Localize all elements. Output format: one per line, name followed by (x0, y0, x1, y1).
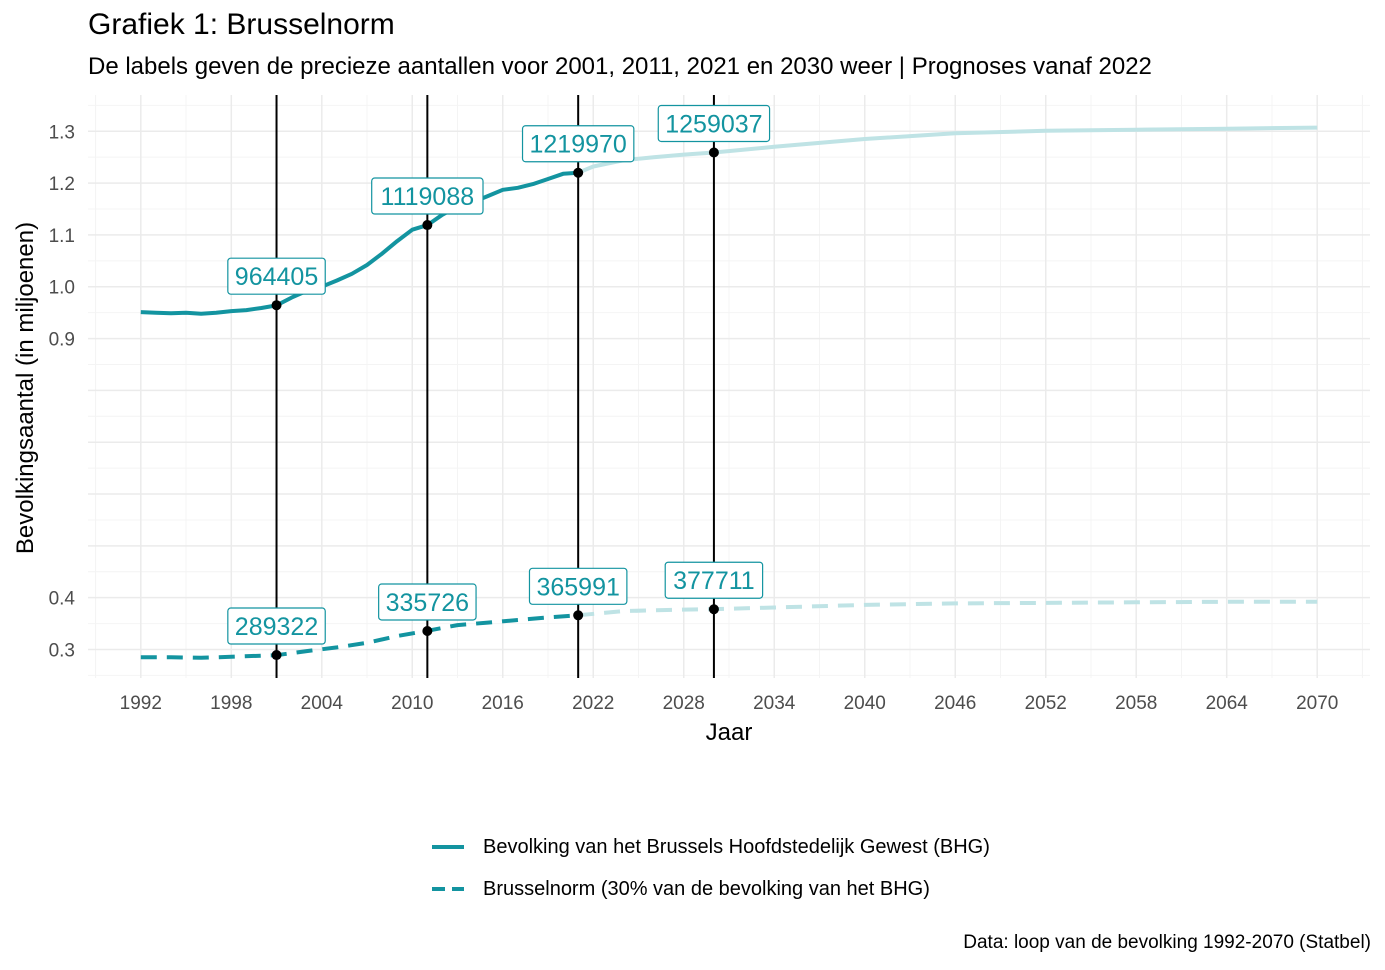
data-label-box (227, 607, 326, 645)
data-point (271, 300, 282, 311)
data-label-text: 1259037 (665, 111, 762, 139)
data-label-box (528, 567, 628, 605)
data-label: 1219970 (521, 125, 635, 163)
legend-key-dashed (432, 887, 464, 891)
legend-item-population: Bevolking van het Brussels Hoofdstedelij… (430, 832, 990, 862)
y-axis-title: Bevolkingsaantal (in miljoenen) (12, 222, 39, 554)
x-tick-label: 2010 (391, 693, 433, 714)
x-tick-label: 1998 (210, 693, 252, 714)
data-label-text: 1219970 (530, 131, 627, 159)
series-line-forecast-1 (578, 599, 1318, 618)
data-point (573, 167, 584, 178)
chart-title: Grafiek 1: Brusselnorm (88, 8, 395, 41)
x-tick-label: 2028 (663, 693, 705, 714)
x-tick-label: 2016 (482, 693, 524, 714)
data-point (271, 650, 282, 661)
y-tick-label: 1.3 (49, 122, 75, 143)
x-tick-label: 2022 (572, 693, 614, 714)
grid-lines (88, 95, 1370, 678)
data-label-text: 1119088 (381, 183, 475, 211)
y-tick-label: 0.4 (49, 589, 76, 610)
y-tick-label: 1.1 (49, 226, 75, 247)
legend-key-solid (432, 845, 464, 849)
data-label: 335726 (378, 583, 477, 621)
data-point (422, 625, 433, 636)
data-label-box (521, 125, 635, 163)
x-tick-label: 2034 (753, 693, 796, 714)
x-axis-title: Jaar (706, 719, 753, 746)
series-line-observed-0 (140, 170, 579, 316)
data-label-text: 365991 (536, 573, 619, 601)
y-tick-label: 0.3 (49, 640, 75, 661)
legend-label-population: Bevolking van het Brussels Hoofdstedelij… (483, 835, 990, 858)
legend-label-brusselnorm: Brusselnorm (30% van de bevolking van he… (483, 877, 930, 900)
data-label-box (378, 583, 477, 621)
data-label: 1119088 (371, 177, 484, 215)
data-label-text: 289322 (235, 613, 318, 641)
chart-subtitle: De labels geven de precieze aantallen vo… (88, 53, 1152, 80)
data-label: 1259037 (657, 104, 771, 143)
legend-item-brusselnorm: Brusselnorm (30% van de bevolking van he… (430, 874, 930, 904)
data-point (708, 604, 719, 615)
y-tick-label: 1.2 (49, 174, 75, 195)
data-point (422, 220, 433, 231)
x-tick-label: 2040 (844, 693, 886, 714)
data-point (573, 610, 584, 621)
y-tick-label: 0.9 (49, 330, 75, 351)
highlight-points (271, 147, 719, 661)
data-label-box (657, 104, 771, 143)
x-tick-label: 2004 (301, 693, 344, 714)
axes: Jaar Bevolkingsaantal (in miljoenen) 199… (12, 122, 1338, 746)
data-labels: 964405 1119088 1219970 1259037 289322 335726 3… (227, 104, 771, 645)
data-label-text: 964405 (235, 263, 318, 291)
data-label-text: 335726 (386, 589, 469, 617)
data-label-box (371, 177, 484, 215)
data-point (708, 147, 719, 158)
data-label-box (227, 257, 326, 295)
x-tick-label: 2058 (1115, 693, 1157, 714)
x-tick-label: 2064 (1206, 693, 1249, 714)
data-label-box (664, 561, 764, 599)
data-label: 289322 (227, 607, 326, 645)
x-tick-label: 2052 (1025, 693, 1067, 714)
x-tick-label: 2046 (934, 693, 976, 714)
data-label: 964405 (227, 257, 326, 295)
data-label-text: 377711 (673, 567, 755, 595)
data-label: 365991 (528, 567, 628, 605)
x-tick-label: 1992 (120, 693, 162, 714)
y-tick-label: 1.0 (49, 278, 75, 299)
series-line-observed-1 (140, 613, 579, 660)
data-label: 377711 (664, 561, 764, 599)
x-tick-label: 2070 (1296, 693, 1338, 714)
chart-caption: Data: loop van de bevolking 1992-2070 (S… (963, 932, 1371, 953)
